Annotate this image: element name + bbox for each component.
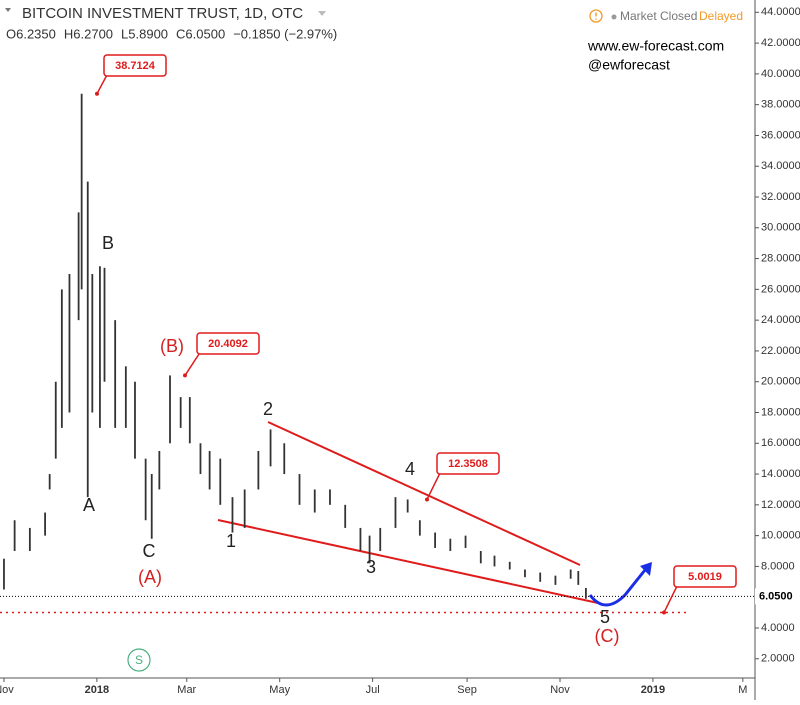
y-tick-label: 18.0000 bbox=[761, 406, 800, 418]
x-tick-label: Nov bbox=[0, 684, 14, 696]
callout-point bbox=[662, 610, 666, 615]
y-tick-label: 8.0000 bbox=[761, 560, 795, 572]
callout-point bbox=[183, 373, 187, 378]
callout-point bbox=[95, 91, 99, 96]
x-tick-label: Sep bbox=[457, 684, 477, 696]
wave-label: C bbox=[143, 541, 156, 561]
wave-label: (C) bbox=[595, 626, 620, 646]
y-tick-label: 42.0000 bbox=[761, 37, 800, 49]
last-price-label: 6.0500 bbox=[759, 590, 793, 602]
status-icon-dot bbox=[595, 18, 597, 20]
callout-box bbox=[436, 452, 500, 475]
x-tick-label: May bbox=[269, 684, 290, 696]
x-tick-label: Mar bbox=[177, 684, 196, 696]
callout-point bbox=[425, 497, 429, 502]
wave-label: A bbox=[83, 495, 95, 515]
legend-value: O6.2350 bbox=[6, 26, 56, 41]
y-tick-label: 44.0000 bbox=[761, 6, 800, 18]
y-tick-label: 40.0000 bbox=[761, 68, 800, 80]
y-tick-label: 26.0000 bbox=[761, 283, 800, 295]
trendline-lower bbox=[217, 519, 599, 604]
callout-label: 20.4092 bbox=[208, 338, 248, 350]
projection-arrow bbox=[588, 569, 647, 607]
feed-status: Delayed bbox=[699, 9, 743, 23]
wave-label: 1 bbox=[226, 531, 236, 551]
y-tick-label: 38.0000 bbox=[761, 99, 800, 111]
y-tick-label: 10.0000 bbox=[761, 530, 800, 542]
collapse-icon[interactable] bbox=[5, 8, 11, 12]
y-tick-label: 4.0000 bbox=[761, 622, 795, 634]
wave-label: (B) bbox=[160, 336, 184, 356]
callout-box bbox=[673, 565, 737, 588]
wave-label: 3 bbox=[366, 557, 376, 577]
logo-circle[interactable] bbox=[127, 648, 151, 672]
y-tick-label: 34.0000 bbox=[761, 160, 800, 172]
wave-label: (A) bbox=[138, 567, 162, 587]
y-tick-label: 30.0000 bbox=[761, 222, 800, 234]
trendline-upper bbox=[267, 421, 581, 566]
chart-title: BITCOIN INVESTMENT TRUST, 1D, OTC bbox=[22, 5, 303, 22]
x-tick-label: Jul bbox=[366, 684, 380, 696]
y-tick-label: 2.0000 bbox=[761, 653, 795, 665]
logo[interactable]: S bbox=[135, 653, 143, 667]
callout-label: 5.0019 bbox=[688, 571, 722, 583]
legend-value: C6.0500 bbox=[176, 26, 225, 41]
dropdown-icon[interactable] bbox=[318, 11, 326, 16]
x-tick-label: Nov bbox=[550, 684, 570, 696]
legend-value: L5.8900 bbox=[121, 26, 168, 41]
projection-arrowhead bbox=[640, 562, 652, 576]
wave-label: 2 bbox=[263, 399, 273, 419]
y-tick-label: 22.0000 bbox=[761, 345, 800, 357]
x-tick-label: 2018 bbox=[85, 684, 109, 696]
handle: @ewforecast bbox=[588, 57, 670, 73]
status-icon bbox=[589, 9, 603, 23]
market-status-text: Market Closed bbox=[620, 9, 697, 23]
y-tick-label: 32.0000 bbox=[761, 191, 800, 203]
status-dot bbox=[611, 14, 617, 20]
callout-label: 38.7124 bbox=[115, 60, 156, 72]
y-tick-label: 20.0000 bbox=[761, 376, 800, 388]
callout-pointer bbox=[426, 470, 442, 500]
last-price-box bbox=[755, 588, 800, 605]
y-tick-label: 14.0000 bbox=[761, 468, 800, 480]
y-tick-label: 16.0000 bbox=[761, 437, 800, 449]
y-tick-label: 12.0000 bbox=[761, 499, 800, 511]
callout-box bbox=[196, 332, 260, 355]
wave-label: 5 bbox=[600, 607, 610, 627]
callout-pointer bbox=[184, 350, 202, 376]
x-tick-label: 2019 bbox=[641, 684, 665, 696]
wave-label: 4 bbox=[405, 459, 415, 479]
market-status: Market Closed Delayed bbox=[589, 9, 743, 23]
wave-label: B bbox=[102, 233, 114, 253]
callout-pointer bbox=[663, 583, 679, 613]
website: www.ew-forecast.com bbox=[587, 38, 724, 54]
legend-value: H6.2700 bbox=[64, 26, 113, 41]
y-tick-label: 28.0000 bbox=[761, 252, 800, 264]
y-tick-label: 24.0000 bbox=[761, 314, 800, 326]
x-tick-label: M bbox=[738, 684, 747, 696]
legend-value: −0.1850 (−2.97%) bbox=[233, 26, 337, 41]
callout-label: 12.3508 bbox=[448, 458, 488, 470]
callout-box bbox=[103, 54, 167, 77]
y-tick-label: 36.0000 bbox=[761, 129, 800, 141]
